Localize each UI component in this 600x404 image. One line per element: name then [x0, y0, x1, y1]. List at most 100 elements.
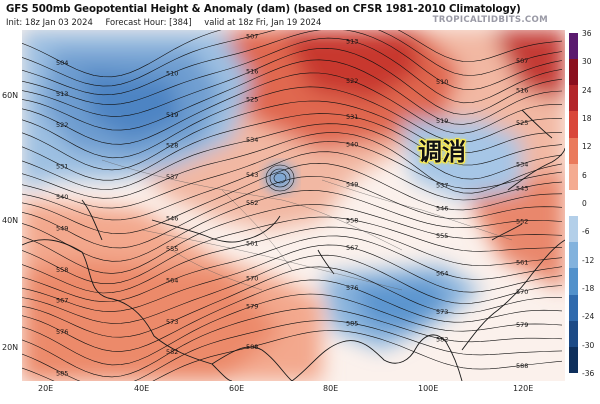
contour-label: 510: [436, 78, 448, 86]
colorbar-label: 6: [582, 170, 587, 180]
contour-line: [22, 151, 563, 221]
contour-label: 525: [516, 119, 528, 127]
colorbar-swatch: [569, 294, 578, 322]
contour-line: [22, 254, 563, 324]
contour-label: 582: [436, 336, 448, 344]
lon-label-40e: 40E: [134, 384, 150, 393]
contour-line: [22, 113, 563, 181]
contour-label: 573: [166, 318, 178, 326]
colorbar-swatch: [569, 33, 578, 60]
overlay-annotation: 调消: [418, 138, 466, 166]
contour-label: 522: [56, 121, 68, 129]
colorbar-label: 18: [582, 114, 592, 123]
contour-label: 528: [436, 144, 448, 152]
forecast-hour: Forecast Hour: [384]: [105, 17, 192, 27]
colorbar-swatch: [569, 137, 578, 165]
contour-label: 528: [166, 141, 178, 149]
contour-label: 510: [166, 70, 178, 78]
contour-line: [22, 176, 563, 249]
contour-label: 579: [246, 303, 258, 311]
contour-label: 516: [246, 67, 258, 75]
contour-label: 546: [436, 204, 448, 212]
contour-labels: 504 507 507 510 510 513 513 516 516 519 519 522 522 5…: [56, 33, 528, 378]
valid-time: valid at 18z Fri, Jan 19 2024: [204, 17, 322, 27]
contour-line: [22, 30, 563, 78]
colorbar-label: 36: [582, 29, 592, 38]
contour-line: [22, 100, 563, 171]
contour-line: [22, 235, 563, 303]
lat-label-40n: 40N: [2, 216, 19, 225]
colorbar-label: -18: [582, 284, 595, 293]
contour-label: 519: [166, 111, 178, 119]
chart-header: GFS 500mb Geopotential Height & Anomaly …: [0, 0, 600, 30]
lon-label-20e: 20E: [38, 384, 54, 393]
contour-line: [22, 244, 563, 312]
contour-label: 567: [346, 244, 358, 252]
contour-label: 561: [246, 240, 258, 248]
contour-label: 537: [436, 182, 448, 190]
contour-label: 579: [516, 321, 528, 329]
colorbar-label: -30: [582, 340, 595, 350]
contour-line: [22, 37, 563, 105]
colorbar-swatch: [569, 268, 578, 296]
contour-label: 576: [346, 284, 358, 292]
contour-label: 540: [346, 141, 358, 149]
contour-label: 507: [246, 33, 258, 41]
contour-line: [22, 123, 563, 190]
contour-label: 534: [246, 136, 258, 144]
lon-label-60e: 60E: [229, 384, 245, 393]
colorbar-swatch: [569, 242, 578, 269]
contour-label: 558: [346, 216, 358, 224]
colorbar-swatch: [569, 216, 578, 243]
contour-line: [22, 330, 563, 381]
contour-line: [22, 293, 563, 366]
colorbar-swatch: [569, 85, 578, 112]
contour-label: 567: [56, 297, 68, 305]
contour-line: [22, 320, 563, 381]
lon-label-80e: 80E: [323, 384, 339, 393]
colorbar-label: 30: [582, 57, 592, 67]
colorbar-swatch: [569, 320, 578, 348]
contour-label: 582: [166, 348, 178, 356]
chart-title: GFS 500mb Geopotential Height & Anomaly …: [6, 4, 521, 15]
contour-line: [22, 216, 563, 284]
contour-label: 522: [346, 77, 358, 85]
contour-label: 546: [166, 215, 178, 223]
contour-label: 507: [516, 57, 528, 65]
contour-line: [22, 279, 563, 352]
contour-label: 555: [166, 245, 178, 253]
contour-line: [22, 190, 563, 262]
contour-line: [22, 132, 563, 199]
contour-label: 585: [346, 320, 358, 328]
contour-label: 552: [246, 199, 258, 207]
contour-label: 588: [516, 362, 528, 370]
colorbar-swatch: [569, 59, 578, 86]
lat-label-20n: 20N: [2, 343, 19, 352]
contour-label: 588: [246, 343, 258, 351]
run-info: Init: 18z Jan 03 2024 Forecast Hour: [38…: [6, 17, 331, 27]
map-panel: 504 507 507 510 510 513 513 516 516 519 519 522 522 5…: [22, 30, 565, 381]
contour-line: [22, 59, 563, 131]
lon-label-120e: 120E: [513, 384, 534, 393]
contour-line: [22, 141, 563, 209]
contour-label: 540: [56, 193, 68, 201]
colorbar-label: -12: [582, 255, 595, 265]
colorbar-swatch: [569, 111, 578, 139]
height-contours: [22, 30, 563, 381]
site-watermark: TROPICALTIDBITS.COM: [432, 15, 548, 25]
contour-label: 564: [166, 277, 178, 285]
contour-label: 534: [516, 160, 528, 168]
low-center-anomaly: [265, 164, 295, 192]
coastlines: [22, 109, 565, 381]
lat-label-60n: 60N: [2, 91, 19, 100]
contour-label: 555: [436, 232, 448, 240]
contour-line: [22, 266, 562, 338]
contour-label: 585: [56, 369, 68, 377]
contour-label: 513: [56, 90, 68, 98]
lon-label-100e: 100E: [418, 384, 439, 393]
contour-label: 543: [246, 171, 258, 179]
contour-label: 537: [166, 173, 178, 181]
colorbar-swatch: [569, 346, 578, 374]
contour-label: 561: [516, 258, 528, 266]
contour-line: [22, 72, 562, 145]
